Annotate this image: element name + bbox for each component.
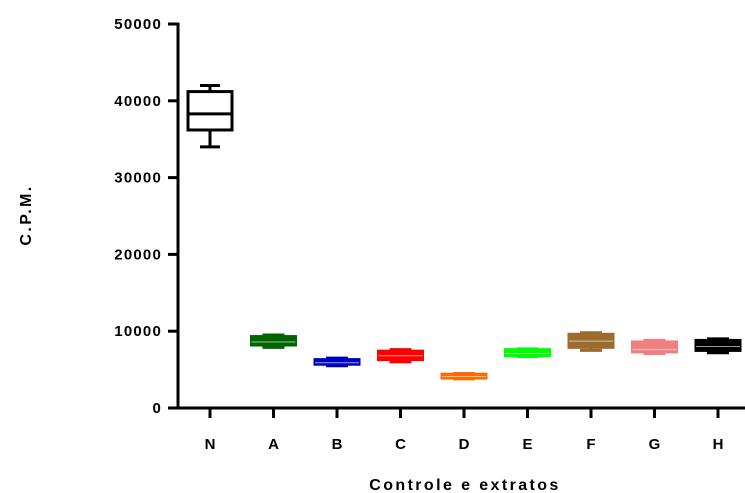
x-tick-label: H — [713, 436, 724, 453]
box-body — [313, 358, 361, 366]
box-E — [504, 347, 551, 359]
y-tick-label: 0 — [152, 400, 162, 417]
box-C — [377, 348, 424, 364]
y-tick-label: 30000 — [114, 170, 162, 187]
box-H — [694, 337, 742, 355]
y-axis-ticks: 0 10000 20000 30000 40000 50000 — [114, 16, 178, 417]
box-body — [186, 90, 234, 132]
y-tick-label: 40000 — [114, 93, 162, 110]
box-A — [250, 333, 297, 349]
box-G — [631, 338, 678, 355]
x-tick-label: A — [268, 436, 279, 453]
y-tick-label: 50000 — [114, 16, 162, 33]
box-body — [504, 348, 551, 358]
x-tick-label: F — [586, 436, 595, 453]
x-tick-label: C — [395, 436, 406, 453]
x-tick-label: N — [205, 436, 216, 453]
box-body — [250, 335, 297, 347]
box-body — [631, 340, 678, 354]
x-tick-label: E — [522, 436, 532, 453]
x-axis-label: Controle e extratos — [369, 477, 560, 493]
x-tick-label: D — [459, 436, 470, 453]
y-tick-label: 10000 — [114, 323, 162, 340]
box-body — [694, 338, 742, 352]
box-F — [567, 331, 615, 352]
box-series-group — [186, 83, 742, 381]
box-B — [313, 356, 361, 368]
y-tick-label: 20000 — [114, 246, 162, 263]
x-tick-label: B — [332, 436, 343, 453]
box-N — [186, 83, 234, 149]
x-tick-label: G — [649, 436, 661, 453]
box-D — [440, 371, 488, 381]
y-axis-label: C.P.M. — [18, 184, 35, 245]
